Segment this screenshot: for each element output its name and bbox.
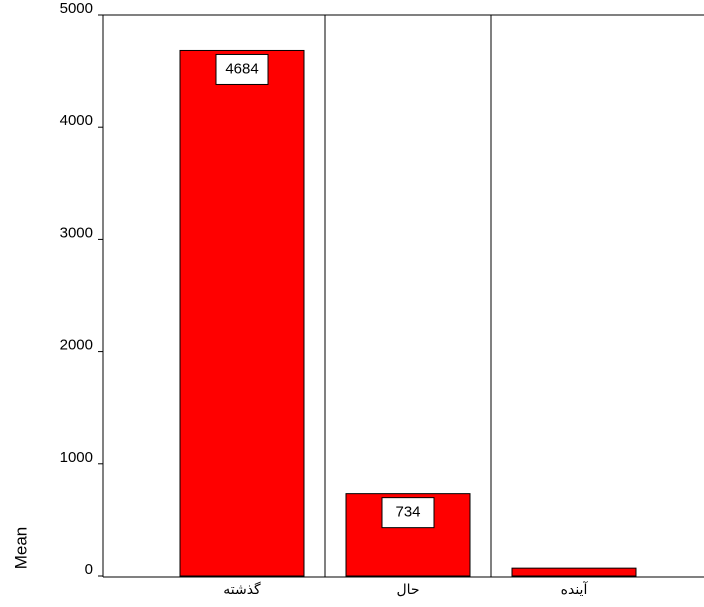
bar (179, 49, 305, 577)
y-tick-label: 1000 (60, 449, 93, 466)
x-tick-label: گذشته (223, 581, 261, 598)
value-label: 4684 (225, 60, 258, 77)
value-label-box (381, 497, 435, 529)
x-tick-label: آینده (561, 581, 589, 598)
x-tick-label: حال (396, 582, 419, 598)
y-tick-label: 5000 (60, 0, 93, 17)
y-tick-label: 0 (85, 561, 93, 578)
y-tick-label: 4000 (60, 112, 93, 129)
y-tick-label: 2000 (60, 337, 93, 354)
value-label: 734 (395, 504, 420, 521)
bar (511, 567, 637, 577)
value-label-box (215, 53, 269, 85)
y-axis-label: Mean (11, 527, 30, 570)
y-tick-label: 3000 (60, 224, 93, 241)
